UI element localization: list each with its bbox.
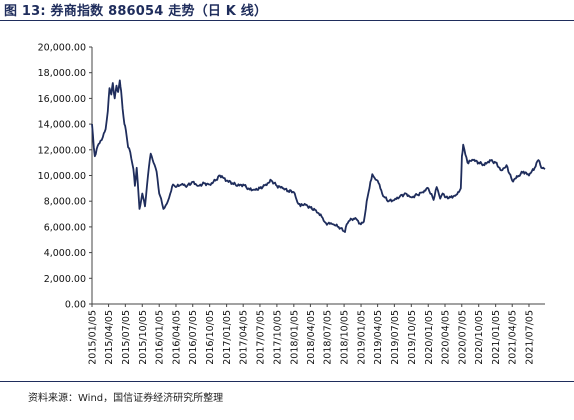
x-tick-label: 2015/10/05 (138, 310, 149, 365)
plot-area (91, 79, 546, 233)
x-tick-label: 2015/07/05 (121, 310, 132, 365)
x-tick-label: 2019/04/05 (373, 310, 384, 365)
source-divider (0, 381, 574, 382)
x-tick-label: 2021/01/05 (491, 310, 502, 365)
x-tick-label: 2019/01/05 (357, 310, 368, 365)
x-tick-label: 2015/01/05 (88, 310, 99, 365)
line-chart: 0.00 2,000.00 4,000.00 6,000.00 8,000.00 10,0… (38, 43, 546, 365)
y-axis-ticks: 0.00 2,000.00 4,000.00 6,000.00 8,000.00 10,0… (38, 43, 92, 311)
y-tick-label: 6,000.00 (44, 222, 86, 233)
y-tick-label: 10,000.00 (38, 171, 86, 182)
y-tick-label: 14,000.00 (38, 120, 86, 131)
title-divider (0, 20, 574, 21)
y-tick-label: 0.00 (65, 300, 86, 311)
x-tick-label: 2018/10/05 (340, 310, 351, 365)
x-tick-label: 2017/01/05 (222, 310, 233, 365)
x-tick-label: 2019/10/05 (407, 310, 418, 365)
x-tick-label: 2020/04/05 (441, 310, 452, 365)
x-tick-label: 2018/01/05 (289, 310, 300, 365)
x-axis-ticks: 2015/01/05 2015/04/05 2015/07/05 2015/10/05… (88, 304, 535, 365)
x-tick-label: 2017/04/05 (239, 310, 250, 365)
x-tick-label: 2018/07/05 (323, 310, 334, 365)
x-tick-label: 2018/04/05 (306, 310, 317, 365)
x-tick-label: 2021/04/05 (508, 310, 519, 365)
x-tick-label: 2016/04/05 (171, 310, 182, 365)
x-tick-label: 2016/01/05 (155, 310, 166, 365)
x-tick-label: 2016/10/05 (205, 310, 216, 365)
x-tick-label: 2017/10/05 (272, 310, 283, 365)
x-tick-label: 2019/07/05 (390, 310, 401, 365)
y-tick-label: 16,000.00 (38, 94, 86, 105)
chart-axes (91, 47, 545, 305)
x-tick-label: 2017/07/05 (255, 310, 266, 365)
x-tick-label: 2020/07/05 (457, 310, 468, 365)
index-series-line (91, 79, 546, 233)
y-tick-label: 18,000.00 (38, 68, 86, 79)
x-tick-label: 2020/01/05 (424, 310, 435, 365)
x-tick-label: 2020/10/05 (474, 310, 485, 365)
y-tick-label: 20,000.00 (38, 43, 86, 54)
x-tick-label: 2021/07/05 (524, 310, 535, 365)
y-tick-label: 8,000.00 (44, 197, 86, 208)
x-tick-label: 2016/07/05 (188, 310, 199, 365)
x-tick-label: 2015/04/05 (104, 310, 115, 365)
source-note: 资料来源：Wind，国信证券经济研究所整理 (28, 393, 224, 404)
figure-title: 图 13: 券商指数 886054 走势（日 K 线） (4, 4, 268, 19)
y-tick-label: 4,000.00 (44, 248, 86, 259)
y-tick-label: 12,000.00 (38, 145, 86, 156)
y-tick-label: 2,000.00 (44, 274, 86, 285)
